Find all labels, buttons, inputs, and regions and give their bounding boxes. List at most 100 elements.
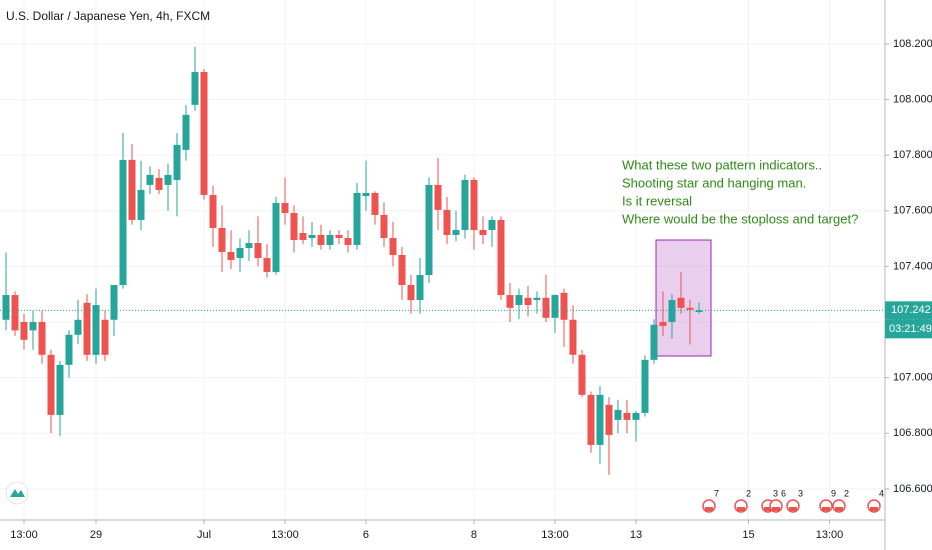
y-tick-label: 107.800	[893, 149, 932, 161]
candle-body	[533, 297, 541, 301]
candle-body	[551, 295, 559, 318]
x-tick-label: 13:00	[10, 529, 38, 541]
candle-body	[11, 295, 19, 331]
candle-body	[101, 319, 109, 355]
event-count: 6	[781, 488, 786, 498]
candle-body	[416, 275, 424, 301]
x-tick-label: 13	[630, 529, 642, 541]
candle-body	[227, 251, 235, 260]
event-count: 3	[773, 488, 778, 498]
annotation-line: Is it reversal	[622, 193, 692, 208]
y-tick-label: 108.200	[893, 38, 932, 50]
candle-body	[641, 359, 649, 413]
candle-body	[470, 179, 478, 230]
event-flag	[764, 507, 772, 511]
candle-body	[569, 319, 577, 355]
candle-body	[335, 234, 343, 239]
candle-body	[326, 234, 334, 245]
candle-body	[614, 409, 622, 420]
candle-body	[398, 254, 406, 286]
event-count: 2	[746, 488, 751, 498]
candle-body	[632, 412, 640, 420]
candle-body	[362, 192, 370, 197]
candle-body	[506, 295, 514, 308]
candle-body	[695, 310, 703, 312]
x-tick-label: 13:00	[541, 529, 569, 541]
countdown-label: 03:21:49	[889, 323, 932, 335]
event-marker: 6	[769, 488, 786, 513]
logo	[5, 481, 29, 505]
candle-body	[479, 229, 487, 235]
annotation-line: What these two pattern indicators..	[622, 157, 822, 172]
candle-body	[236, 248, 244, 259]
candle-body	[272, 202, 280, 272]
candle-body	[578, 354, 586, 395]
event-flag	[870, 507, 878, 511]
candle-body	[299, 233, 307, 240]
candle-body	[128, 159, 136, 220]
event-count: 7	[714, 488, 719, 498]
countdown-box	[885, 319, 932, 339]
x-tick-label: 13:00	[271, 529, 299, 541]
annotation-line: Where would be the stoploss and target?	[622, 211, 858, 226]
candle-body	[668, 300, 676, 323]
candle-body	[497, 219, 505, 296]
candle-body	[353, 192, 361, 245]
candle-body	[434, 184, 442, 210]
candle-body	[425, 184, 433, 276]
event-marker: 3	[786, 488, 803, 513]
event-flag	[705, 507, 713, 511]
candle-body	[596, 394, 604, 445]
candle-body	[92, 305, 100, 355]
candle-body	[56, 364, 64, 415]
candle-body	[650, 324, 658, 360]
x-tick-label: 8	[471, 529, 477, 541]
last-price-label: 107.242	[891, 304, 931, 316]
x-tick-label: Jul	[197, 529, 211, 541]
candle-body	[443, 209, 451, 235]
candle-body	[173, 144, 181, 180]
candle-body	[83, 302, 91, 355]
candle-body	[119, 159, 127, 286]
candle-body	[488, 219, 496, 230]
event-count: 4	[879, 488, 884, 498]
event-marker: 4	[867, 488, 884, 513]
event-flag	[772, 507, 780, 511]
candle-body	[560, 292, 568, 320]
candle-body	[263, 258, 271, 272]
y-tick-label: 106.600	[893, 483, 932, 495]
candle-body	[200, 72, 208, 195]
candle-body	[677, 297, 685, 308]
candle-body	[146, 174, 154, 185]
event-count: 9	[831, 488, 836, 498]
candle-body	[191, 72, 199, 105]
candle-body	[587, 394, 595, 445]
candle-body	[209, 194, 217, 229]
candle-body	[308, 234, 316, 239]
candle-body	[65, 334, 73, 365]
y-tick-label: 106.800	[893, 427, 932, 439]
event-flag	[737, 507, 745, 511]
candles	[2, 46, 703, 475]
candle-body	[659, 322, 667, 326]
candle-body	[686, 307, 694, 310]
candle-body	[407, 285, 415, 301]
grid	[0, 0, 885, 520]
candle-body	[605, 404, 613, 435]
candle-body	[2, 295, 10, 320]
candle-body	[254, 243, 262, 259]
candle-body	[461, 179, 469, 230]
candle-body	[182, 114, 190, 150]
last-price-box	[885, 301, 932, 320]
chart-title: U.S. Dollar / Japanese Yen, 4h, FXCM	[6, 9, 210, 23]
candle-body	[380, 214, 388, 239]
candle-body	[371, 192, 379, 215]
y-tick-label: 108.000	[893, 93, 932, 105]
candle-body	[218, 228, 226, 252]
y-tick-label: 107.400	[893, 260, 932, 272]
candle-body	[38, 322, 46, 355]
candle-body	[137, 189, 145, 220]
x-tick-label: 6	[363, 529, 369, 541]
y-tick-label: 107.600	[893, 205, 932, 217]
candle-body	[452, 229, 460, 235]
